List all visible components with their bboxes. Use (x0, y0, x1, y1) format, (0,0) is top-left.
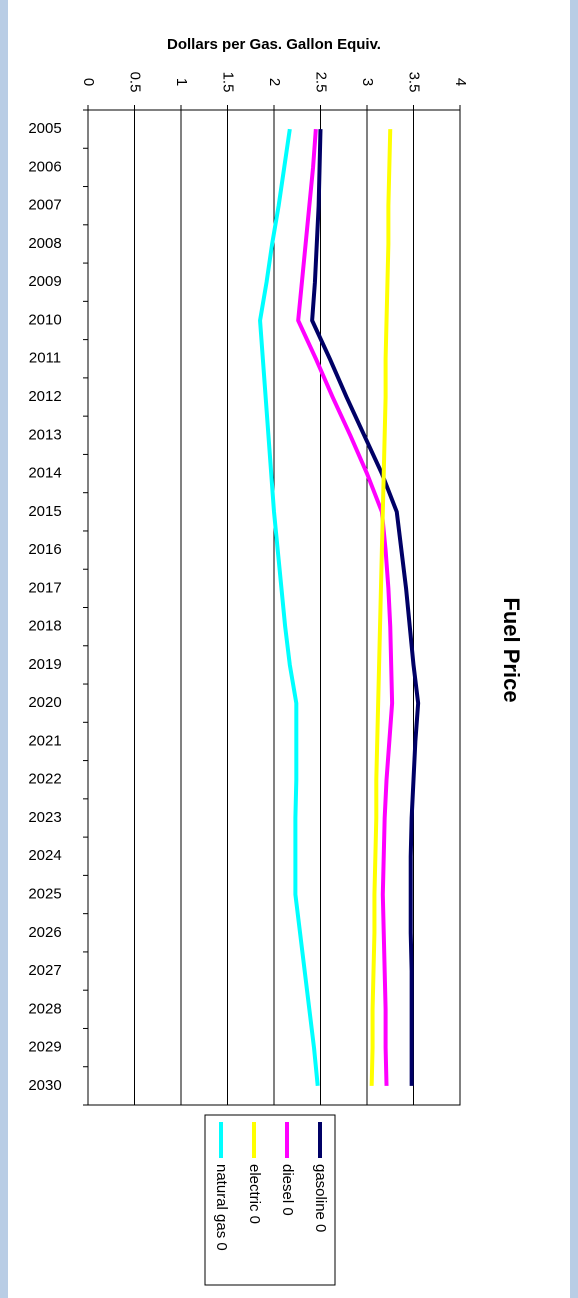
x-tick-label: 2015 (28, 503, 61, 520)
legend (204, 1114, 336, 1286)
x-tick-label: 2028 (28, 1000, 61, 1017)
line-series (369, 129, 393, 1086)
x-tick-label: 2023 (28, 809, 61, 826)
line-series (258, 128, 320, 1087)
x-tick-label: 2026 (28, 924, 61, 941)
x-tick-label: 2019 (28, 656, 61, 673)
x-tick-label: 2024 (28, 847, 61, 864)
y-tick-label: 2 (266, 78, 283, 86)
x-tick-label: 2022 (28, 771, 61, 788)
x-tick-label: 2017 (28, 579, 61, 596)
x-tick-label: 2021 (28, 732, 61, 749)
y-tick-label: 3.5 (406, 72, 423, 93)
legend-label: natural gas 0 (213, 1164, 230, 1251)
chart-title: Fuel Price (499, 597, 524, 702)
y-tick-label: 0.5 (127, 72, 144, 93)
line-series (310, 129, 421, 1086)
x-tick-label: 2007 (28, 197, 61, 214)
x-tick-label: 2027 (28, 962, 61, 979)
x-tick-label: 2016 (28, 541, 61, 558)
y-tick-label: 2.5 (313, 72, 330, 93)
y-tick-label: 4 (452, 78, 469, 86)
x-tick-label: 2029 (28, 1039, 61, 1056)
x-tick-label: 2005 (28, 120, 61, 137)
y-tick-label: 1 (173, 78, 190, 86)
x-tick-label: 2011 (29, 350, 61, 367)
x-tick-label: 2012 (28, 388, 61, 405)
axis-title: Dollars per Gas. Gallon Equiv. (167, 36, 381, 53)
x-tick-label: 2013 (28, 426, 61, 443)
y-tick-label: 1.5 (220, 72, 237, 93)
y-tick-label: 3 (359, 78, 376, 86)
legend-label: electric 0 (246, 1164, 263, 1224)
x-tick-label: 2014 (28, 465, 61, 482)
line-series (296, 128, 395, 1086)
legend-label: gasoline 0 (312, 1164, 329, 1232)
x-tick-label: 2008 (28, 235, 61, 252)
x-tick-label: 2020 (28, 694, 61, 711)
x-tick-label: 2010 (28, 311, 61, 328)
x-tick-label: 2009 (28, 273, 61, 290)
x-tick-label: 2030 (28, 1077, 61, 1094)
x-tick-label: 2018 (28, 618, 61, 635)
x-tick-label: 2006 (28, 158, 61, 175)
y-tick-label: 0 (80, 78, 97, 86)
x-tick-label: 2025 (28, 885, 61, 902)
legend-label: diesel 0 (279, 1164, 296, 1216)
